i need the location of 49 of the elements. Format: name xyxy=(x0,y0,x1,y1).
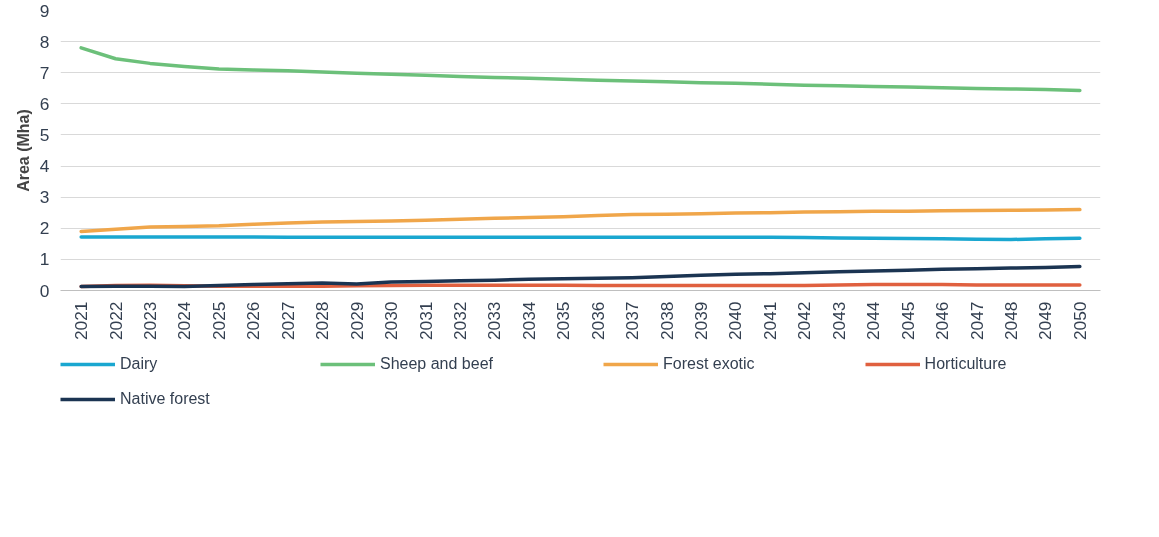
legend-label: Sheep and beef xyxy=(380,355,493,373)
x-tick-label: 2037 xyxy=(622,301,643,341)
y-tick-label: 9 xyxy=(39,0,50,21)
line-series xyxy=(79,46,1082,93)
x-tick-label: 2021 xyxy=(71,301,92,341)
x-tick-label: 2027 xyxy=(277,301,298,341)
x-tick-label: 2024 xyxy=(174,301,195,341)
x-tick-label: 2030 xyxy=(381,301,402,341)
legend-label: Horticulture xyxy=(924,355,1008,373)
x-tick-label: 2022 xyxy=(105,301,126,341)
y-tick-label: 7 xyxy=(39,62,50,83)
x-tick-label: 2023 xyxy=(140,301,161,341)
y-tick-label: 3 xyxy=(39,187,50,208)
x-tick-label: 2026 xyxy=(243,301,264,341)
x-tick-label: 2032 xyxy=(449,301,470,341)
x-tick-label: 2047 xyxy=(966,301,987,341)
x-tick-label: 2035 xyxy=(553,301,574,341)
x-tick-label: 2045 xyxy=(897,301,918,341)
line-series xyxy=(79,207,1082,234)
x-tick-label: 2042 xyxy=(794,301,815,341)
x-tick-label: 2036 xyxy=(587,301,608,341)
x-tick-label: 2050 xyxy=(1069,301,1090,341)
y-tick-label: 5 xyxy=(39,124,50,145)
x-tick-label: 2044 xyxy=(863,301,884,341)
x-tick-label: 2039 xyxy=(691,301,712,341)
x-tick-label: 2049 xyxy=(1035,301,1056,341)
x-tick-label: 2031 xyxy=(415,301,436,341)
x-tick-label: 2038 xyxy=(656,301,677,341)
x-tick-label: 2048 xyxy=(1000,301,1021,341)
legend-label: Native forest xyxy=(120,390,210,408)
y-tick-label: 8 xyxy=(39,31,50,52)
y-tick-label: 4 xyxy=(39,156,50,177)
x-tick-label: 2029 xyxy=(346,301,367,341)
legend-label: Dairy xyxy=(120,355,159,373)
legend-label: Forest exotic xyxy=(663,355,755,373)
x-tick-label: 2025 xyxy=(208,301,229,341)
x-tick-label: 2033 xyxy=(484,301,505,341)
x-tick-label: 2046 xyxy=(932,301,953,341)
x-tick-label: 2028 xyxy=(312,301,333,341)
x-tick-label: 2034 xyxy=(518,301,539,341)
y-axis-title: Area (Mha) xyxy=(14,109,32,192)
x-tick-label: 2041 xyxy=(759,301,780,341)
y-tick-label: 1 xyxy=(39,249,50,270)
x-tick-label: 2043 xyxy=(828,301,849,341)
x-tick-label: 2040 xyxy=(725,301,746,341)
y-tick-label: 2 xyxy=(39,218,50,239)
line-series xyxy=(79,264,1082,289)
y-tick-label: 6 xyxy=(39,93,50,114)
y-tick-label: 0 xyxy=(39,280,50,301)
